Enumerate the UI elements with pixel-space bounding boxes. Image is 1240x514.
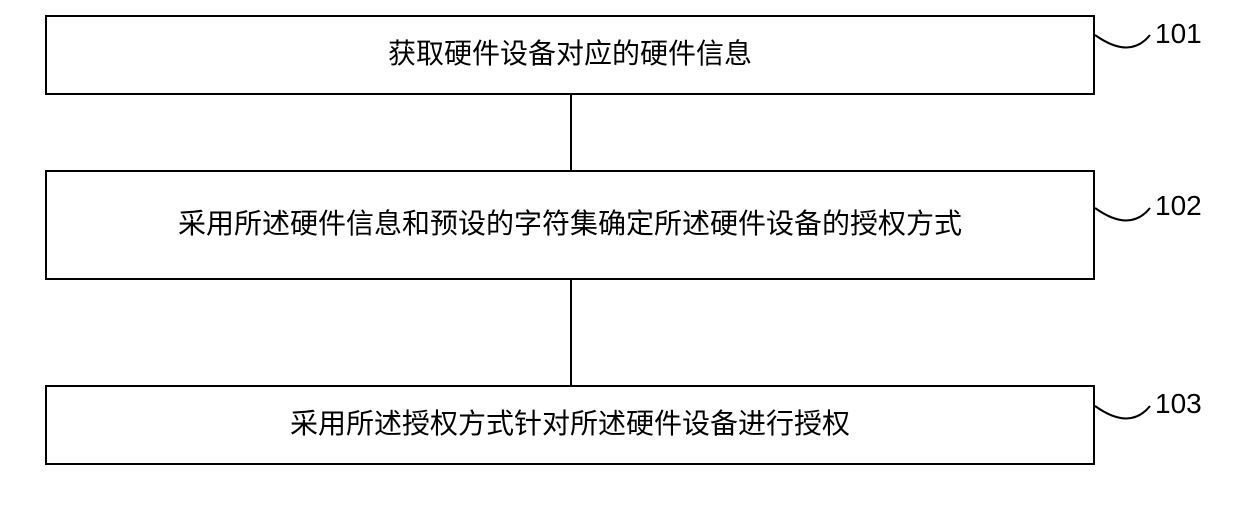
flow-node-1: 获取硬件设备对应的硬件信息 [45, 15, 1095, 95]
flow-node-2: 采用所述硬件信息和预设的字符集确定所述硬件设备的授权方式 [45, 170, 1095, 280]
callout-2 [1095, 191, 1155, 241]
connector-1-2 [570, 95, 572, 170]
flow-label-3: 103 [1155, 388, 1202, 420]
flow-label-2: 102 [1155, 190, 1202, 222]
flow-label-1: 101 [1155, 18, 1202, 50]
flow-node-3-text: 采用所述授权方式针对所述硬件设备进行授权 [290, 404, 850, 446]
flow-node-2-text: 采用所述硬件信息和预设的字符集确定所述硬件设备的授权方式 [178, 204, 962, 246]
flowchart-canvas: 获取硬件设备对应的硬件信息 101 采用所述硬件信息和预设的字符集确定所述硬件设… [0, 0, 1240, 514]
callout-1 [1095, 18, 1155, 68]
flow-node-1-text: 获取硬件设备对应的硬件信息 [388, 34, 752, 76]
callout-3 [1095, 389, 1155, 439]
connector-2-3 [570, 280, 572, 385]
flow-node-3: 采用所述授权方式针对所述硬件设备进行授权 [45, 385, 1095, 465]
